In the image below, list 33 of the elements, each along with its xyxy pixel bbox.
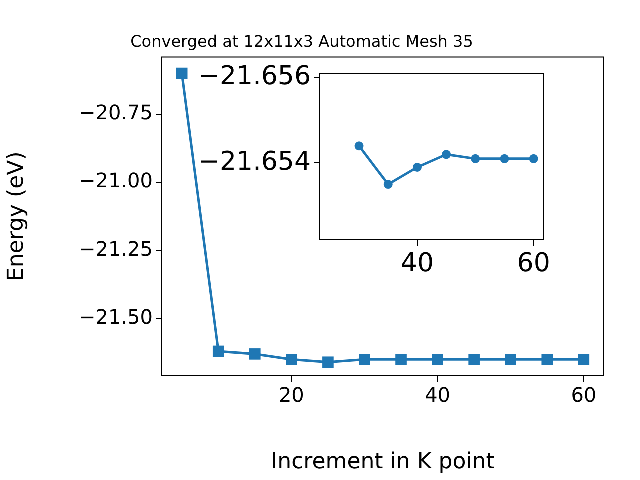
point (249, 348, 261, 360)
point (442, 150, 452, 160)
point (354, 142, 364, 151)
y-tick-label: −21.50 (78, 304, 153, 329)
y-tick-label: −20.75 (78, 100, 153, 125)
point (412, 162, 422, 172)
point (468, 354, 480, 366)
y-axis-title: Energy (eV) (4, 152, 29, 282)
point (359, 354, 370, 366)
x-tick-label: 40 (400, 248, 434, 278)
point (322, 356, 334, 368)
point (432, 354, 444, 366)
point (500, 154, 510, 164)
point (384, 180, 393, 190)
y-tick-label: −21.25 (78, 236, 153, 261)
point (286, 354, 298, 366)
chart-title: Converged at 12x11x3 Automatic Mesh 35 (130, 32, 474, 51)
point (396, 354, 407, 366)
y-tick-label: −21.656 (198, 62, 311, 92)
x-axis-title: Increment in K point (271, 450, 496, 475)
point (176, 68, 188, 80)
x-tick-label: 60 (571, 383, 597, 408)
x-tick-label: 20 (278, 383, 304, 408)
point (212, 346, 224, 358)
x-tick-label: 60 (517, 248, 550, 278)
x-tick-label: 40 (425, 383, 451, 408)
point (542, 354, 554, 366)
point (578, 354, 590, 366)
y-tick-label: −21.654 (198, 146, 311, 177)
point (505, 354, 517, 366)
point (529, 154, 538, 164)
point (471, 154, 480, 164)
y-tick-label: −21.00 (78, 168, 153, 193)
